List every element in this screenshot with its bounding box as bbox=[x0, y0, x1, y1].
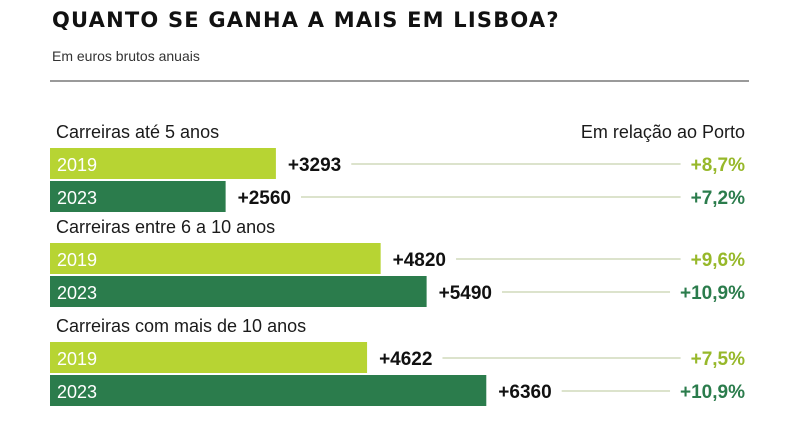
bar-year-label: 2023 bbox=[57, 283, 97, 303]
bar bbox=[50, 243, 381, 274]
bar bbox=[50, 148, 276, 179]
header-divider bbox=[50, 80, 749, 82]
percent-label: +10,9% bbox=[680, 382, 745, 403]
group-label: Carreiras até 5 anos bbox=[56, 122, 219, 142]
right-header: Em relação ao Porto bbox=[581, 122, 745, 142]
percent-label: +10,9% bbox=[680, 283, 745, 304]
bar-year-label: 2019 bbox=[57, 155, 97, 175]
bar-year-label: 2019 bbox=[57, 250, 97, 270]
group-label: Carreiras com mais de 10 anos bbox=[56, 316, 306, 336]
bar-year-label: 2019 bbox=[57, 349, 97, 369]
bar bbox=[50, 375, 487, 406]
bar-year-label: 2023 bbox=[57, 382, 97, 402]
data-label: +4820 bbox=[393, 250, 446, 271]
chart-subtitle: Em euros brutos anuais bbox=[52, 48, 200, 64]
chart-title: QUANTO SE GANHA A MAIS EM LISBOA? bbox=[52, 8, 560, 32]
data-label: +5490 bbox=[439, 283, 492, 304]
percent-label: +8,7% bbox=[691, 155, 746, 176]
bar bbox=[50, 181, 226, 212]
data-label: +3293 bbox=[288, 155, 341, 176]
percent-label: +7,5% bbox=[691, 349, 746, 370]
percent-label: +7,2% bbox=[691, 188, 746, 209]
group-label: Carreiras entre 6 a 10 anos bbox=[56, 217, 275, 237]
bar bbox=[50, 276, 427, 307]
bar bbox=[50, 342, 368, 373]
data-label: +4622 bbox=[379, 349, 432, 370]
data-label: +6360 bbox=[498, 382, 551, 403]
percent-label: +9,6% bbox=[691, 250, 746, 271]
bar-year-label: 2023 bbox=[57, 188, 97, 208]
data-label: +2560 bbox=[238, 188, 291, 209]
